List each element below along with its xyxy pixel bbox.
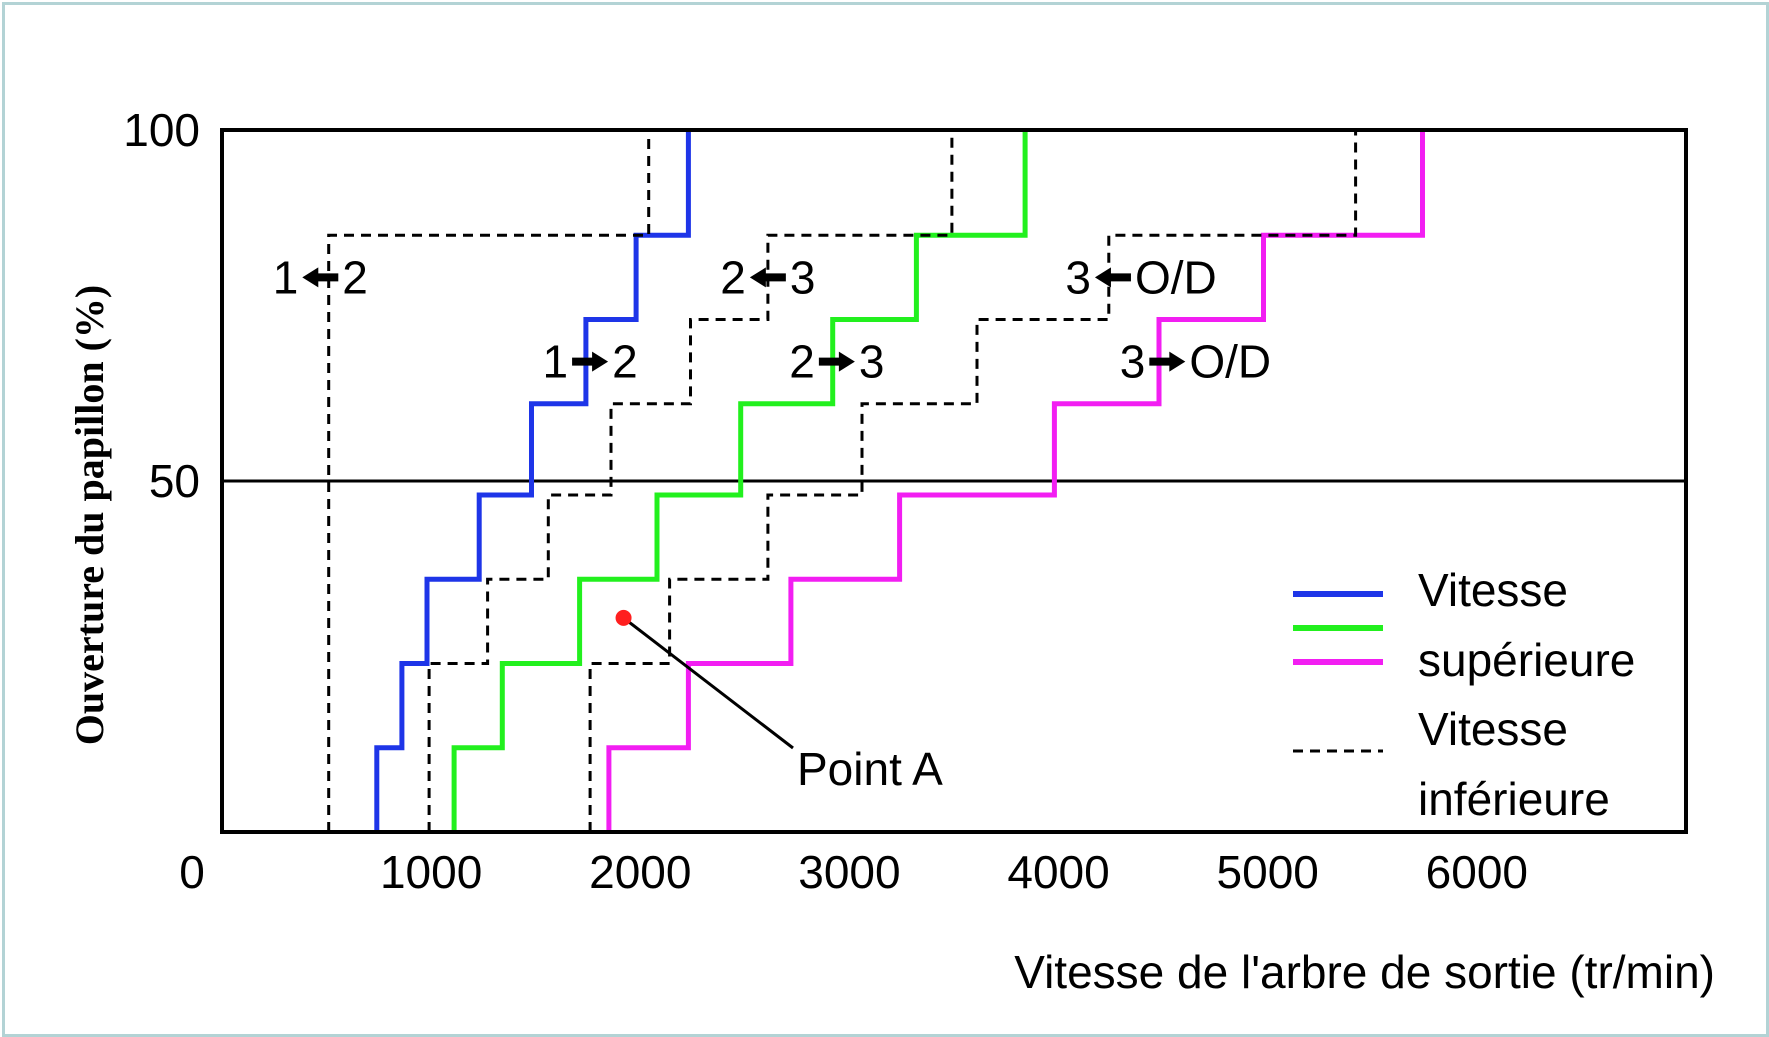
x-axis-ticks: 0 1000 2000 3000 4000 5000 6000 xyxy=(179,846,1528,898)
shift-annotation-3-O/D-right: 3 O/D xyxy=(1120,336,1271,388)
arrow-right-icon xyxy=(1149,351,1186,372)
x-tick-label: 5000 xyxy=(1217,846,1319,898)
downshift-line-5 xyxy=(588,130,1358,832)
x-tick-label: 3000 xyxy=(798,846,900,898)
x-tick-label: 4000 xyxy=(1007,846,1109,898)
legend: Vitesse supérieure Vitesse inférieure xyxy=(1293,564,1635,825)
x-tick-label: 2000 xyxy=(589,846,691,898)
arrow-right-icon xyxy=(572,351,609,372)
downshift-line-3 xyxy=(327,130,651,832)
annotation-gear-to: O/D xyxy=(1189,336,1271,388)
series-layer xyxy=(327,130,1425,832)
x-tick-label: 6000 xyxy=(1426,846,1528,898)
annotation-gear-to: 3 xyxy=(790,251,816,303)
upshift-line-0 xyxy=(374,130,691,832)
annotation-gear-from: 1 xyxy=(273,251,299,303)
annotation-gear-from: 2 xyxy=(720,251,746,303)
y-tick-label: 100 xyxy=(123,104,200,156)
plot-area-border xyxy=(220,128,1688,834)
annotation-gear-from: 3 xyxy=(1120,336,1146,388)
annotation-gear-from: 2 xyxy=(789,336,815,388)
arrow-right-icon xyxy=(818,351,855,372)
y-axis-label: Ouverture du papillon (%) xyxy=(67,285,112,745)
shift-annotations: 1 2 2 3 3 O/D1 2 2 3 3 O/D xyxy=(273,251,1271,387)
arrow-left-icon xyxy=(1094,267,1131,288)
annotation-gear-to: O/D xyxy=(1135,251,1217,303)
x-tick-label: 1000 xyxy=(380,846,482,898)
y-tick-label: 50 xyxy=(149,455,200,507)
point-a-leader-line xyxy=(622,616,794,750)
point-a-label: Point A xyxy=(797,743,943,795)
shift-annotation-3-O/D-left: 3 O/D xyxy=(1065,251,1216,303)
upshift-line-1 xyxy=(451,130,1028,832)
legend-label-upshift: supérieure xyxy=(1418,634,1635,686)
legend-label-downshift: Vitesse xyxy=(1418,703,1568,755)
point-a-marker xyxy=(615,609,632,626)
annotation-gear-from: 1 xyxy=(542,336,568,388)
x-axis-label: Vitesse de l'arbre de sortie (tr/min) xyxy=(1014,946,1715,998)
arrow-left-icon xyxy=(302,267,339,288)
annotation-gear-to: 3 xyxy=(859,336,885,388)
annotation-gear-from: 3 xyxy=(1065,251,1091,303)
annotation-gear-to: 2 xyxy=(612,336,638,388)
point-a-layer: Point A xyxy=(615,609,943,795)
legend-label-downshift: inférieure xyxy=(1418,773,1610,825)
arrow-left-icon xyxy=(749,267,786,288)
upshift-line-2 xyxy=(606,130,1425,832)
y-axis-ticks: 50 100 xyxy=(123,104,200,507)
legend-label-upshift: Vitesse xyxy=(1418,564,1568,616)
downshift-line-4 xyxy=(427,130,954,832)
x-tick-label-origin: 0 xyxy=(179,846,205,898)
annotation-gear-to: 2 xyxy=(342,251,368,303)
